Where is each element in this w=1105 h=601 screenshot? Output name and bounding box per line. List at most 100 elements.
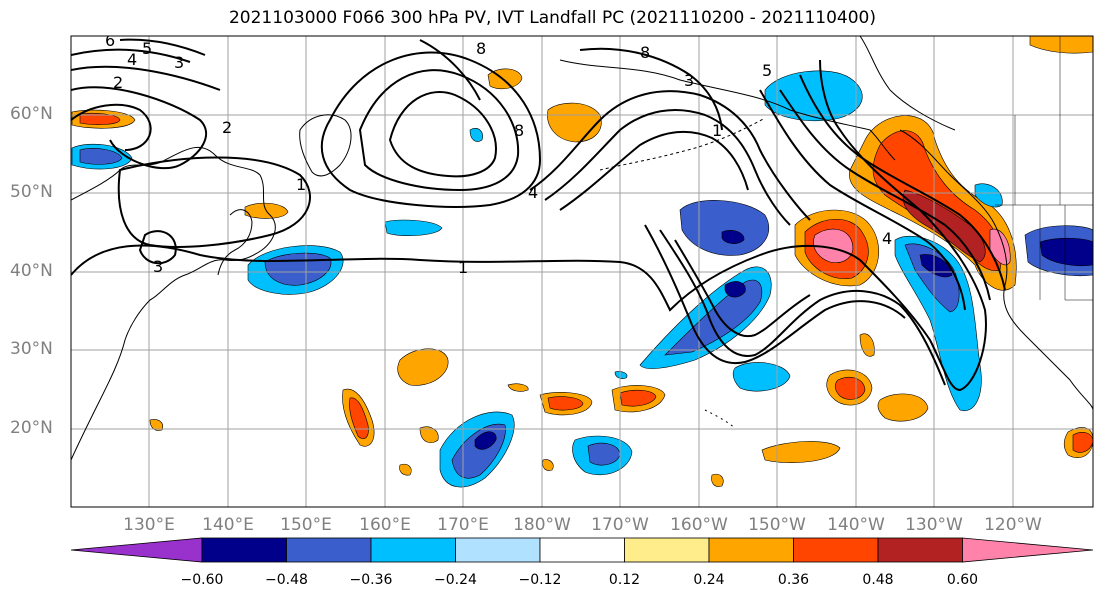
contour-pv-wave-1	[320, 51, 542, 208]
anomaly-negative-west-55-core	[79, 148, 123, 165]
contour-label: 1	[458, 258, 468, 277]
contour-trough-2	[644, 224, 906, 365]
anomaly-positive-small-3	[149, 419, 163, 431]
contour-trough-3	[674, 239, 811, 338]
contour-coast-3	[759, 89, 966, 311]
anomaly-positive-small-7	[711, 473, 724, 487]
anomaly-negative-midpac-2-mid	[664, 279, 763, 356]
coast-nw-america	[899, 129, 1093, 411]
lon-label: 140°E	[202, 515, 254, 535]
border-states-2	[1064, 205, 1093, 301]
colorbar-tick-label: 0.12	[608, 572, 641, 588]
contour-label: 2	[222, 118, 232, 137]
contour-label: 3	[684, 71, 694, 90]
anomaly-negative-subtrop-1-core	[474, 431, 497, 450]
contour-left-high	[71, 103, 152, 151]
lon-label: 130°E	[123, 515, 175, 535]
lon-label: 150°W	[748, 515, 806, 535]
lat-label: 50°N	[10, 182, 53, 202]
colorbar-tick-label: −0.12	[518, 572, 562, 588]
contour-pv-ridge-3	[559, 130, 749, 211]
anomaly-negative-gulf-alaska	[764, 70, 863, 122]
anomaly-positive-west-60-core	[79, 112, 121, 125]
anomaly-positive-subtrop-1	[397, 348, 449, 386]
anomaly-positive-subtrop-7	[761, 441, 841, 463]
contour-labels: 6 5 4 3 2 2 1 1 8 8 8 4 3 5 1 4 3	[105, 36, 892, 277]
coastlines	[71, 36, 1093, 461]
anomaly-positive-subtrop-3-core	[547, 396, 584, 411]
colorbar-tick-label: 0.60	[946, 572, 979, 588]
colorbar-tick-label: −0.60	[180, 572, 224, 588]
lat-label: 20°N	[10, 418, 53, 438]
coast-canada-interior	[859, 36, 956, 131]
lon-label: 150°E	[280, 515, 332, 535]
contour-8-upper	[419, 39, 481, 101]
anomaly-positive-subtrop-2-core	[349, 397, 369, 439]
coast-kamchatka	[299, 114, 352, 177]
anomaly-negative-small-1	[469, 128, 483, 142]
contour-pv-wave-2	[358, 69, 520, 192]
anomaly-negative-midpac-1-core	[721, 230, 745, 244]
colorbar-swatch	[708, 537, 794, 563]
colorbar-swatch	[877, 537, 963, 563]
anomaly-positive-mid-pac-pink	[813, 228, 854, 263]
contour-coast-2	[799, 74, 1006, 291]
lon-label: 160°W	[670, 515, 728, 535]
contour-pv-wave-3	[388, 91, 497, 178]
contour-pv-ridge-1	[529, 90, 811, 221]
anomaly-positive-small-1	[419, 426, 439, 443]
colorbar-tick-label: 0.24	[693, 572, 725, 588]
coast-asia-east	[71, 146, 276, 461]
colorbar-swatch	[455, 537, 541, 563]
lat-label: 60°N	[10, 104, 53, 124]
anomaly-positive-subtrop-6	[877, 393, 929, 422]
contour-label: 8	[514, 121, 524, 140]
lat-label: 30°N	[10, 339, 53, 359]
map-title: 2021103000 F066 300 hPa PV, IVT Landfall…	[228, 8, 876, 28]
contour-3	[71, 65, 221, 91]
coast-hawaii	[704, 409, 736, 429]
anomaly-positive-small-2	[507, 383, 529, 392]
colorbar-tick-label: 0.48	[862, 572, 894, 588]
anomaly-positive-subtrop-5-core	[834, 377, 866, 400]
colorbar-tick-label: −0.36	[349, 572, 393, 588]
contour-label: 3	[153, 257, 163, 276]
colorbar-swatch	[286, 537, 372, 563]
contour-label: 1	[296, 175, 306, 194]
contour-label: 5	[762, 61, 772, 80]
contour-pv-ridge-2	[544, 109, 791, 226]
colorbar-swatch	[539, 537, 625, 563]
colorbar	[70, 537, 1094, 563]
colorbar-swatch	[624, 537, 710, 563]
lon-label: 170°W	[591, 515, 649, 535]
lon-label: 170°E	[437, 515, 489, 535]
pv-contours	[71, 38, 1006, 392]
colorbar-extend-max	[962, 537, 1094, 563]
contour-trough-1	[659, 229, 946, 386]
colorbar-swatch	[201, 537, 287, 563]
coast-alaska	[559, 59, 896, 161]
contour-label: 5	[142, 39, 152, 58]
anomaly-negative-small-2	[614, 371, 628, 379]
contour-label: 2	[113, 73, 123, 92]
contour-label: 3	[174, 53, 184, 72]
contour-label: 4	[882, 229, 892, 248]
colorbar-tick-label: 0.36	[777, 572, 810, 588]
colorbar-tick-label: −0.48	[265, 572, 308, 588]
contour-label: 8	[640, 43, 650, 62]
contour-8-mid	[579, 47, 723, 131]
colorbar-extend-min	[70, 537, 203, 563]
contour-5	[119, 38, 206, 56]
lon-label: 140°W	[827, 515, 885, 535]
colorbar-tick-label: −0.24	[434, 572, 477, 588]
contour-1-west	[117, 156, 311, 248]
lon-label: 180°W	[513, 515, 571, 535]
anomaly-negative-us-west-core	[1039, 237, 1093, 267]
anomaly-positive-small-5	[399, 463, 412, 476]
map-frame	[70, 35, 1094, 508]
contour-label: 4	[528, 183, 538, 202]
contour-label: 1	[712, 121, 722, 140]
contour-coast-1	[779, 89, 991, 301]
anomaly-negative-subtrop-3	[732, 362, 791, 392]
